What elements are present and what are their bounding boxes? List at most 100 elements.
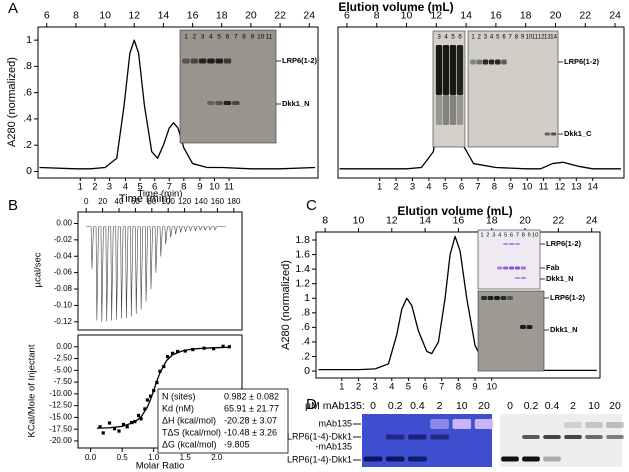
lane-label: 7 [234, 34, 238, 41]
trace [86, 226, 226, 323]
fit-table-cell: Kd (nM) [162, 403, 194, 413]
y-tick-label: -0.10 [54, 301, 73, 310]
fraction-label: 6 [152, 182, 157, 193]
fraction-label: 10 [486, 382, 497, 393]
gel-band [435, 95, 443, 125]
y-tick-label: .8 [23, 60, 32, 72]
concentration-label: 0 [370, 400, 376, 412]
x-tick-label: 80 [147, 197, 156, 206]
gel-band [452, 419, 472, 429]
gel-image [179, 29, 277, 144]
lane-label: 9 [521, 35, 525, 41]
x-tick-label: 16 [490, 10, 502, 22]
plot-frame [77, 211, 243, 331]
fit-table-cell: -20.28 ± 3.07 [224, 415, 277, 425]
fit-table-cell: 65.91 ± 21.77 [224, 403, 279, 413]
gel-band [232, 101, 240, 105]
panel-letter: D [306, 396, 317, 413]
lane-label: 4 [490, 35, 494, 41]
panel-letter: B [8, 197, 18, 214]
y-axis-label: KCal/Mole of Injectant [27, 344, 38, 437]
band-label: LRP6(1-4)-Dkk1 [287, 431, 352, 441]
x-tick-label: 2.0 [211, 453, 223, 462]
x-tick-label: 6 [44, 10, 50, 22]
band-label: Fab [546, 263, 560, 272]
fraction-label: 9 [197, 182, 202, 193]
x-tick-label: 1.0 [148, 453, 160, 462]
band-label: mAb135 [318, 418, 352, 428]
x-tick-label: 22 [579, 10, 591, 22]
gel-band [514, 243, 521, 245]
gel-band [207, 101, 215, 105]
gel-band [385, 456, 405, 462]
y-tick-label: 1.2 [295, 277, 310, 289]
y-tick-label: -0.02 [54, 235, 73, 244]
gel-band [488, 59, 495, 65]
x-tick-label: 16 [453, 215, 465, 227]
data-point [121, 422, 126, 427]
x-tick-label: 16 [187, 10, 199, 22]
fraction-label: 9 [508, 182, 513, 193]
fraction-label: 9 [472, 382, 477, 393]
x-tick-label: 18 [486, 215, 498, 227]
x-tick-label: 12 [128, 10, 140, 22]
lane-label: 3 [492, 232, 495, 238]
gel-band [606, 422, 624, 428]
x-tick-label: 180 [227, 197, 241, 206]
band-label: Dkk1_N [550, 325, 578, 334]
gel-band [487, 296, 494, 300]
fraction-label: 5 [443, 182, 448, 193]
gel-band [408, 456, 427, 462]
gel-band [543, 456, 561, 462]
lane-label: 2 [478, 35, 482, 41]
gel-band [385, 434, 405, 440]
y-tick-label: 0 [304, 365, 310, 377]
lane-label: 5 [504, 232, 507, 238]
x-tick-label: 12 [386, 215, 398, 227]
gel-band [507, 296, 513, 300]
gel-band [474, 419, 494, 429]
fraction-label: 7 [439, 382, 444, 393]
lane-label: 9 [251, 34, 255, 41]
gel-band [508, 243, 515, 245]
fit-table-cell: ΔH (kcal/mol) [162, 415, 216, 425]
x-tick-label: 24 [303, 10, 315, 22]
fraction-label: 5 [137, 182, 142, 193]
lane-label: 3 [437, 34, 441, 41]
y-tick-label: -0.08 [54, 284, 73, 293]
lane-label: 6 [510, 232, 513, 238]
y-tick-label: 0.00 [56, 342, 72, 351]
lane-label: 11 [266, 34, 273, 41]
lane-label: 8 [242, 34, 246, 41]
x-tick-label: 24 [609, 10, 621, 22]
concentration-label: 0.4 [410, 400, 425, 412]
gel-band [182, 58, 190, 64]
lane-label: 4 [209, 34, 213, 41]
lane-label: 6 [458, 34, 462, 41]
panel-letter: C [306, 197, 317, 214]
y-tick-label: -17.50 [49, 424, 72, 433]
x-tick-label: 18 [520, 10, 532, 22]
gel-band [606, 435, 624, 439]
lane-label: 12 [538, 35, 545, 41]
concentration-label: 0 [507, 400, 513, 412]
band-label: LRP6(1-2) [550, 293, 586, 302]
y-tick-label: .2 [23, 139, 32, 151]
gel-band [363, 456, 383, 462]
gel-band [544, 132, 551, 136]
fraction-label: 2 [393, 182, 398, 193]
gel-band [520, 325, 526, 329]
gel-band [522, 456, 540, 462]
x-tick-label: 8 [374, 10, 380, 22]
lane-label: 7 [509, 35, 513, 41]
y-tick-label: .2 [301, 350, 310, 362]
gel-image [477, 290, 545, 372]
y-tick-label: .6 [23, 86, 32, 98]
concentration-label: 2 [570, 400, 576, 412]
data-point [227, 345, 231, 349]
lane-label: 4 [498, 232, 501, 238]
fraction-label: 7 [475, 182, 480, 193]
gel-band [497, 266, 503, 270]
data-point [117, 429, 121, 433]
